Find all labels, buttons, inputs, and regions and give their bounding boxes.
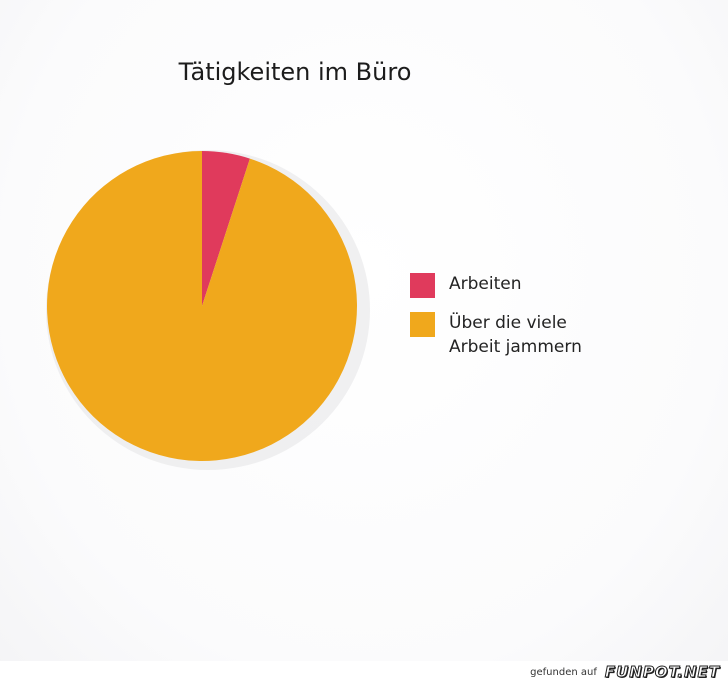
legend-label: Arbeiten [449,274,522,294]
legend-swatch [410,312,435,337]
legend-label: Über die viele Arbeit jammern [449,313,582,357]
footer: gefunden auf FUNPOT.NET [0,661,728,683]
funpot-logo: FUNPOT.NET [604,663,720,682]
legend: Arbeiten Über die viele Arbeit jammern [410,272,582,372]
legend-swatch [410,273,435,298]
footer-text: gefunden auf [530,666,597,678]
legend-item-jammern: Über die viele Arbeit jammern [410,311,582,359]
pie-slice-1 [46,151,357,462]
pie-slice-0 [202,151,250,306]
legend-item-arbeiten: Arbeiten [410,272,582,298]
chart-title: Tätigkeiten im Büro [178,58,412,86]
